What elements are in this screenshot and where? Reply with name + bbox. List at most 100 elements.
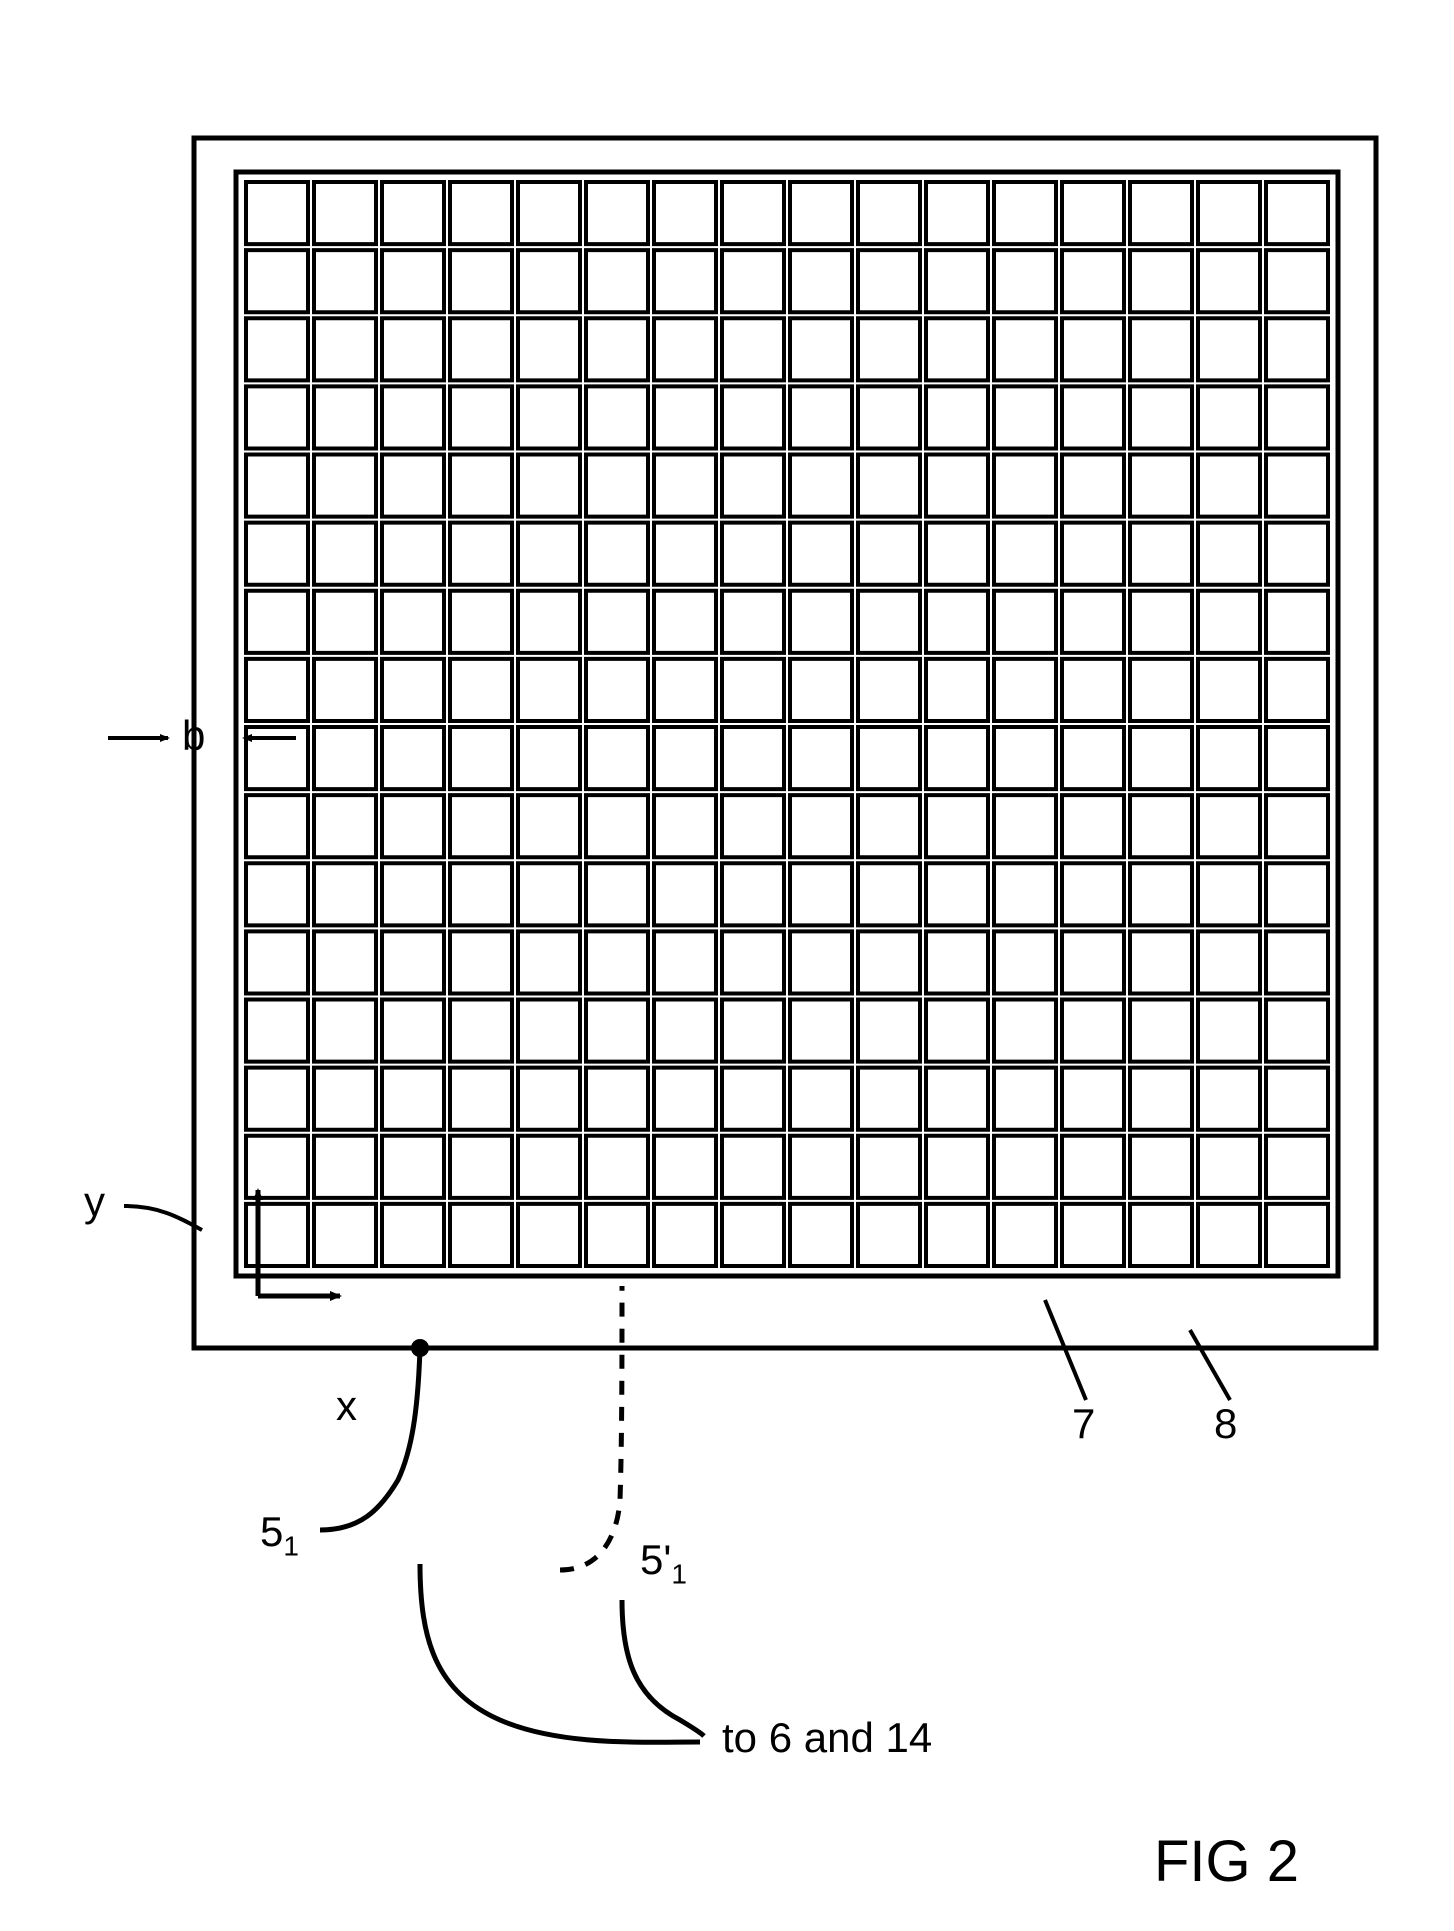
grid-cell [790, 455, 852, 517]
grid-cell [382, 727, 444, 789]
grid-cell [1062, 318, 1124, 380]
grid-cell [722, 386, 784, 448]
grid-cell [926, 1068, 988, 1130]
grid-cell [994, 659, 1056, 721]
grid-cell [1062, 523, 1124, 585]
grid-cell [314, 250, 376, 312]
grid-cell [654, 318, 716, 380]
grid-cell [314, 1000, 376, 1062]
grid-cell [1198, 318, 1260, 380]
grid-cell [994, 1136, 1056, 1198]
grid-cell [790, 1000, 852, 1062]
grid-cell [722, 523, 784, 585]
grid-cell [926, 1204, 988, 1266]
grid-cell [994, 386, 1056, 448]
grid-cell [450, 863, 512, 925]
grid-cell [314, 659, 376, 721]
grid-cell [994, 863, 1056, 925]
grid-cell [314, 863, 376, 925]
grid-cell [1130, 523, 1192, 585]
grid-cell [1266, 523, 1328, 585]
grid-cell [518, 1068, 580, 1130]
grid-cell [654, 659, 716, 721]
grid-cell [1130, 863, 1192, 925]
grid-cell [518, 795, 580, 857]
grid-cell [246, 659, 308, 721]
grid-cell [586, 523, 648, 585]
grid-cell [858, 182, 920, 244]
grid-cell [314, 1204, 376, 1266]
grid-cell [314, 795, 376, 857]
grid-cell [1198, 659, 1260, 721]
grid-cell [994, 1068, 1056, 1130]
grid-cell [858, 591, 920, 653]
grid-cell [654, 455, 716, 517]
grid-cell [382, 455, 444, 517]
grid-cell [450, 1136, 512, 1198]
grid-cell [382, 318, 444, 380]
grid-cell [1198, 386, 1260, 448]
grid-cell [722, 795, 784, 857]
grid-cell [790, 182, 852, 244]
grid-cell [246, 318, 308, 380]
grid-cell [450, 182, 512, 244]
grid-cell [722, 455, 784, 517]
grid-cell [654, 182, 716, 244]
grid-cell [654, 523, 716, 585]
grid-cell [586, 795, 648, 857]
grid-cell [518, 1000, 580, 1062]
grid-cell [926, 250, 988, 312]
grid-cell [790, 1136, 852, 1198]
grid-cell [1266, 931, 1328, 993]
grid-cell [314, 931, 376, 993]
grid-cell [450, 1000, 512, 1062]
label-ref5-1-sub: 1 [283, 1530, 299, 1561]
grid-cell [926, 386, 988, 448]
label-y: y [84, 1178, 105, 1226]
grid-cell [314, 318, 376, 380]
grid-cell [1062, 386, 1124, 448]
grid-cell [314, 523, 376, 585]
grid-cell [994, 523, 1056, 585]
grid-cell [450, 318, 512, 380]
ref5-1-dot [411, 1339, 429, 1357]
grid-cell [586, 182, 648, 244]
grid-cell [1130, 455, 1192, 517]
grid-cell [858, 1000, 920, 1062]
grid-cell [246, 863, 308, 925]
grid-cell [994, 1204, 1056, 1266]
grid-cell [314, 182, 376, 244]
figure-page: b x y 7 8 51 5'1 to 6 and 14 FIG 2 [0, 0, 1454, 1931]
grid-cell [1266, 318, 1328, 380]
grid-cell [994, 250, 1056, 312]
grid-cell [1130, 591, 1192, 653]
grid-cell [382, 795, 444, 857]
grid-cell [1198, 1136, 1260, 1198]
grid-cell [722, 318, 784, 380]
tail-leaders [420, 1564, 704, 1742]
grid-cell [858, 1136, 920, 1198]
grid-cell [858, 931, 920, 993]
grid-cell [1130, 386, 1192, 448]
grid-cell [790, 863, 852, 925]
grid-cell [926, 727, 988, 789]
grid-cell [1266, 182, 1328, 244]
grid-cell [1198, 1000, 1260, 1062]
grid-cell [858, 1204, 920, 1266]
grid-cell [1062, 591, 1124, 653]
grid-cell [1266, 1204, 1328, 1266]
ref5-1-leader [320, 1348, 420, 1530]
grid-cell [518, 1136, 580, 1198]
grid-cell [790, 386, 852, 448]
grid-cell [994, 591, 1056, 653]
grid-cell [858, 659, 920, 721]
label-ref5-1: 51 [260, 1508, 299, 1562]
label-tail-text: to 6 and 14 [722, 1714, 932, 1762]
grid-cell [722, 1000, 784, 1062]
grid-cell [586, 1000, 648, 1062]
grid-cell [586, 455, 648, 517]
grid-cell [1266, 1136, 1328, 1198]
grid-cell [518, 1204, 580, 1266]
grid-cell [1062, 1000, 1124, 1062]
grid-cell [246, 523, 308, 585]
